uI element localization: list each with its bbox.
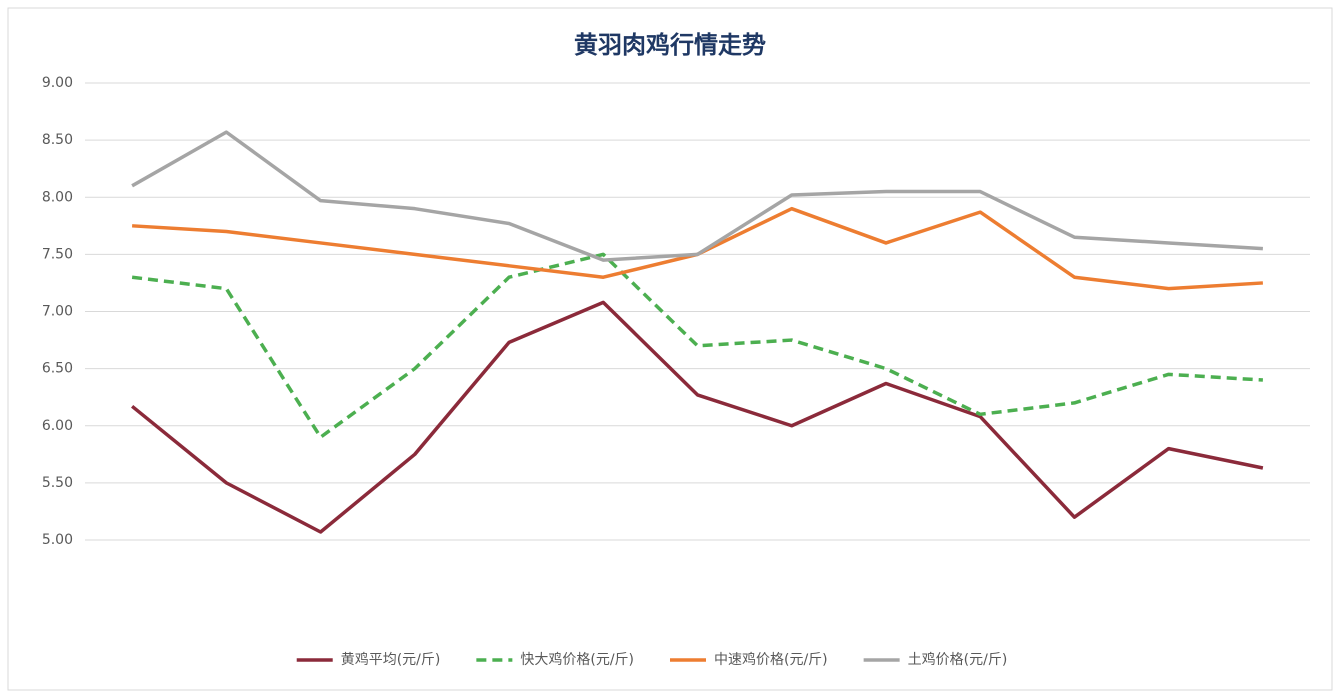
y-tick-label: 5.50 bbox=[42, 475, 73, 491]
y-tick-label: 8.50 bbox=[42, 132, 73, 148]
y-tick-label: 7.50 bbox=[42, 246, 73, 262]
y-tick-label: 7.00 bbox=[42, 304, 73, 320]
legend-label: 黄鸡平均(元/斤) bbox=[341, 651, 441, 668]
y-tick-label: 9.00 bbox=[42, 75, 73, 91]
legend-label: 土鸡价格(元/斤) bbox=[908, 651, 1008, 668]
y-tick-label: 5.00 bbox=[42, 532, 73, 548]
legend-label: 中速鸡价格(元/斤) bbox=[714, 651, 828, 668]
y-tick-label: 6.00 bbox=[42, 418, 73, 434]
chart-title: 黄羽肉鸡行情走势 bbox=[574, 31, 766, 59]
series-line bbox=[131, 300, 1264, 534]
chart-frame bbox=[7, 7, 1333, 691]
legend-label: 快大鸡价格(元/斤) bbox=[520, 651, 634, 668]
y-tick-label: 6.50 bbox=[42, 361, 73, 377]
y-tick-label: 8.00 bbox=[42, 189, 73, 205]
series-line bbox=[131, 252, 1263, 439]
series-line bbox=[131, 130, 1263, 262]
